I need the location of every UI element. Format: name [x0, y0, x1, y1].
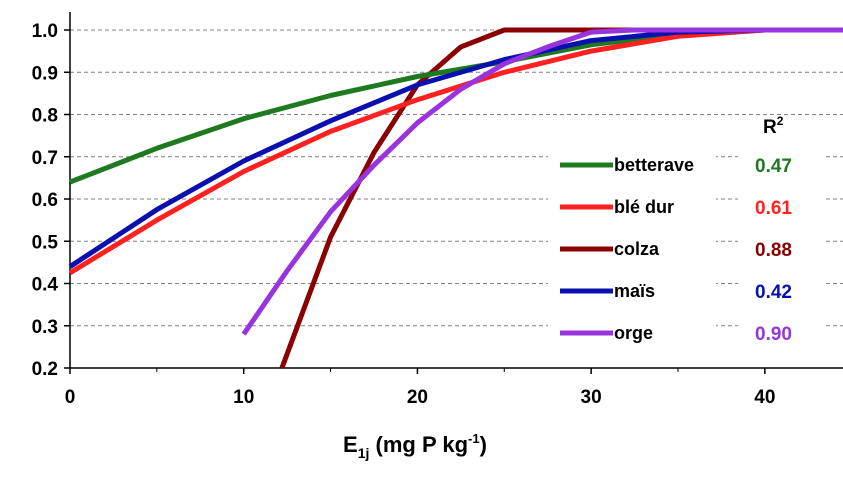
y-tick-label: 0.4: [32, 275, 59, 296]
y-tick-label: 0.2: [32, 359, 58, 380]
axis-labels: E1j (mg P kg-1): [343, 431, 487, 461]
legend-label: maïs: [614, 281, 655, 301]
x-tick-label: 30: [581, 387, 602, 408]
r2-value: 0.90: [755, 324, 792, 345]
y-tick-label: 0.8: [32, 106, 58, 127]
y-tick-label: 0.7: [32, 148, 58, 169]
legend: R2 betterave 0.47 blé dur 0.61 colza 0.88 maïs 0…: [548, 114, 823, 355]
y-tick-label: 0.6: [32, 190, 58, 211]
r2-value: 0.47: [755, 156, 792, 177]
series-line-maïs: [68, 27, 843, 269]
r2-background: [738, 140, 823, 355]
legend-label: orge: [614, 323, 653, 343]
series-lines: [68, 27, 843, 369]
y-tick-label: 1.0: [32, 21, 58, 42]
r2-value: 0.61: [755, 198, 792, 219]
legend-label: blé dur: [614, 197, 674, 217]
gridlines: [70, 29, 843, 369]
x-tick-label: 0: [65, 387, 76, 408]
y-tick-label: 0.5: [32, 232, 59, 253]
r2-header: R2: [763, 114, 784, 138]
series-line-orge: [241, 27, 843, 336]
x-tick-label: 20: [407, 387, 428, 408]
x-tick-label: 10: [233, 387, 254, 408]
y-tick-label: 0.9: [32, 63, 58, 84]
x-axis-label: E1j (mg P kg-1): [343, 431, 487, 461]
y-tick-label: 0.3: [32, 317, 58, 338]
r2-value: 0.42: [755, 282, 792, 303]
x-tick-label: 40: [754, 387, 775, 408]
series-line-blé-dur: [68, 27, 843, 276]
legend-label: betterave: [614, 155, 694, 175]
legend-label: colza: [614, 239, 660, 259]
r2-value: 0.88: [755, 240, 792, 261]
axes: 0.2 0.3 0.4 0.5 0.6 0.7 0.8 0.9 1.0 0 10 20 30 40: [32, 12, 843, 408]
